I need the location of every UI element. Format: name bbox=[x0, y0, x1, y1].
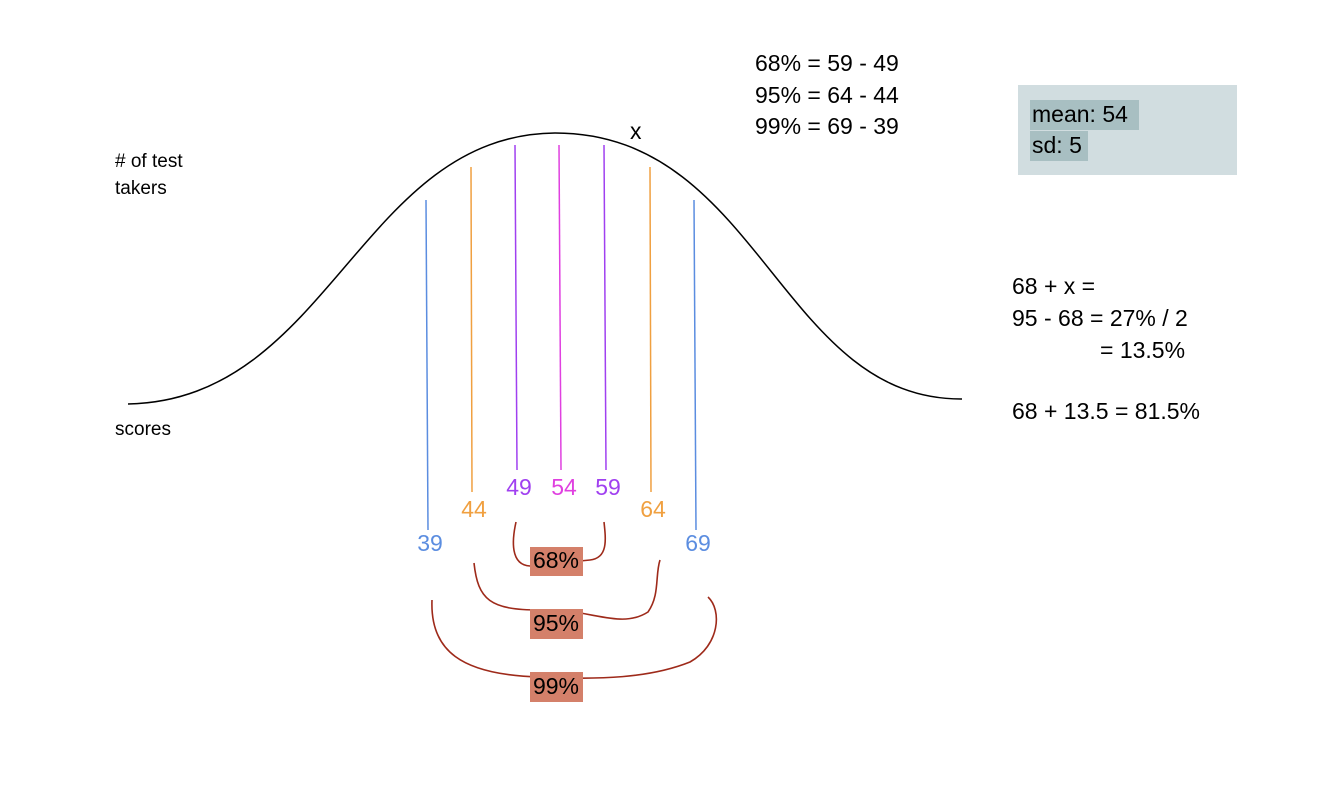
work-line: 68 + x = bbox=[1012, 273, 1095, 299]
score-line bbox=[514, 144, 518, 471]
interval-box bbox=[530, 672, 583, 702]
work-line: 95 - 68 = 27% / 2 bbox=[1012, 305, 1188, 331]
interval-label: 68% bbox=[533, 547, 579, 573]
y-axis-label: # of test bbox=[115, 151, 183, 172]
score-line bbox=[649, 166, 652, 493]
marker: x bbox=[630, 118, 642, 144]
interval-box bbox=[530, 609, 583, 639]
x-axis-label: scores bbox=[115, 419, 171, 440]
score-label: 69 bbox=[685, 530, 711, 556]
score-line bbox=[693, 199, 697, 531]
interval-box bbox=[530, 547, 583, 576]
score-label: 39 bbox=[417, 530, 443, 556]
score-line bbox=[470, 166, 473, 493]
score-label: 54 bbox=[551, 474, 577, 500]
interval-label: 95% bbox=[533, 610, 579, 636]
score-line bbox=[425, 199, 429, 531]
score-label: 44 bbox=[461, 496, 487, 522]
range-note: 99% = 69 - 39 bbox=[755, 113, 899, 139]
bracket bbox=[431, 596, 718, 679]
score-label: 59 bbox=[595, 474, 621, 500]
y-axis-label: takers bbox=[115, 178, 167, 199]
range-note: 68% = 59 - 49 bbox=[755, 50, 899, 76]
highlight bbox=[1030, 100, 1139, 130]
range-note: 95% = 64 - 44 bbox=[755, 82, 899, 108]
work-line: 68 + 13.5 = 81.5% bbox=[1012, 398, 1200, 424]
mean: mean: 54 bbox=[1032, 101, 1128, 127]
score-line bbox=[603, 144, 607, 471]
interval-label: 99% bbox=[533, 673, 579, 699]
score-label: 64 bbox=[640, 496, 666, 522]
highlight bbox=[1030, 131, 1088, 161]
bracket bbox=[473, 559, 661, 620]
score-label: 49 bbox=[506, 474, 532, 500]
score-line bbox=[558, 144, 562, 471]
work-line: = 13.5% bbox=[1100, 337, 1185, 363]
bell-curve bbox=[127, 132, 963, 405]
sd: sd: 5 bbox=[1032, 132, 1082, 158]
